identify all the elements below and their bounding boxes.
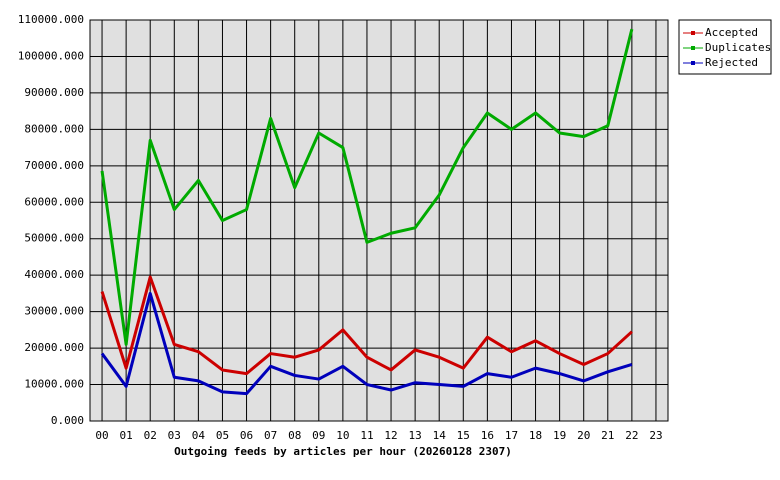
series-line <box>100 28 634 346</box>
x-tick-label: 00 <box>95 429 108 442</box>
plot-area <box>89 19 669 422</box>
x-axis-label: Outgoing feeds by articles per hour (202… <box>174 445 512 458</box>
legend-dot <box>691 61 695 65</box>
x-tick-label: 22 <box>625 429 638 442</box>
x-tick-label: 03 <box>168 429 181 442</box>
x-tick-label: 08 <box>288 429 301 442</box>
x-tick-label: 12 <box>384 429 397 442</box>
x-tick-label: 19 <box>553 429 566 442</box>
y-tick-label: 50000.000 <box>24 232 84 245</box>
legend-label: Accepted <box>705 26 758 39</box>
legend-dot <box>691 31 695 35</box>
y-tick-label: 40000.000 <box>24 268 84 281</box>
y-tick-label: 30000.000 <box>24 305 84 318</box>
legend-label: Rejected <box>705 56 758 69</box>
x-tick-label: 10 <box>336 429 349 442</box>
x-tick-label: 20 <box>577 429 590 442</box>
y-tick-label: 60000.000 <box>24 195 84 208</box>
x-tick-label: 11 <box>360 429 373 442</box>
series-line <box>100 291 633 396</box>
series-line <box>100 275 633 376</box>
x-tick-label: 07 <box>264 429 277 442</box>
y-tick-label: 70000.000 <box>24 159 84 172</box>
x-tick-label: 01 <box>120 429 133 442</box>
x-tick-label: 14 <box>433 429 447 442</box>
x-tick-label: 04 <box>192 429 206 442</box>
y-tick-label: 100000.000 <box>18 49 84 62</box>
x-tick-label: 13 <box>409 429 422 442</box>
x-tick-label: 15 <box>457 429 470 442</box>
x-tick-label: 18 <box>529 429 542 442</box>
y-tick-label: 10000.000 <box>24 378 84 391</box>
y-tick-label: 90000.000 <box>24 86 84 99</box>
legend-label: Duplicates <box>705 41 771 54</box>
x-tick-label: 17 <box>505 429 518 442</box>
x-tick-label: 16 <box>481 429 494 442</box>
y-tick-label: 110000.000 <box>18 13 84 26</box>
x-tick-label: 05 <box>216 429 229 442</box>
x-tick-label: 06 <box>240 429 253 442</box>
y-tick-label: 0.000 <box>51 414 84 427</box>
y-tick-label: 80000.000 <box>24 122 84 135</box>
x-tick-label: 21 <box>601 429 614 442</box>
x-tick-label: 23 <box>649 429 662 442</box>
x-tick-label: 02 <box>144 429 157 442</box>
legend-dot <box>691 46 695 50</box>
y-tick-label: 20000.000 <box>24 341 84 354</box>
x-tick-label: 09 <box>312 429 325 442</box>
